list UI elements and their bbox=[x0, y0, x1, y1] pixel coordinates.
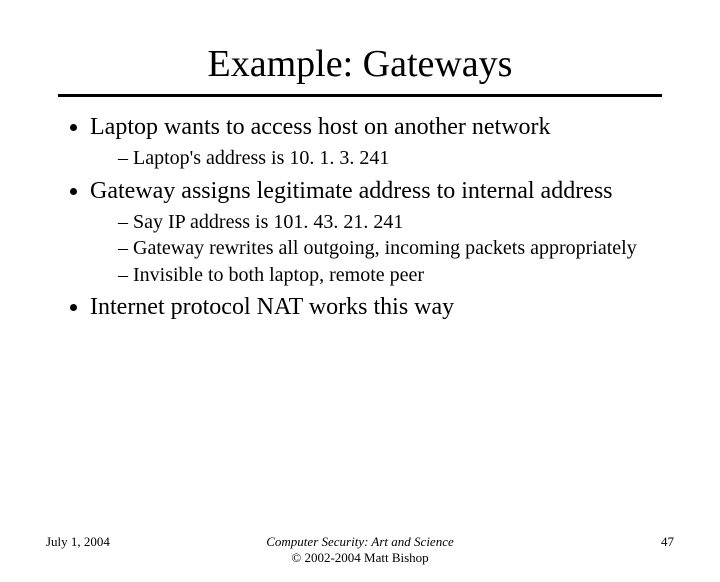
sub-bullet-item: Invisible to both laptop, remote peer bbox=[118, 263, 660, 287]
slide-title: Example: Gateways bbox=[0, 42, 720, 86]
bullet-item: Laptop wants to access host on another n… bbox=[90, 113, 660, 171]
sub-bullet-item: Gateway rewrites all outgoing, incoming … bbox=[118, 236, 660, 260]
sub-bullet-text: Say IP address is 101. 43. 21. 241 bbox=[133, 211, 403, 233]
slide: Example: Gateways Laptop wants to access… bbox=[0, 42, 720, 582]
sub-bullet-text: Gateway rewrites all outgoing, incoming … bbox=[133, 237, 637, 259]
title-rule bbox=[58, 94, 662, 97]
bullet-list: Laptop wants to access host on another n… bbox=[60, 113, 660, 322]
footer-book-title: Computer Security: Art and Science bbox=[266, 534, 454, 550]
footer-page-number: 47 bbox=[534, 534, 674, 550]
bullet-item: Internet protocol NAT works this way bbox=[90, 293, 660, 322]
sub-bullet-list: Say IP address is 101. 43. 21. 241 Gatew… bbox=[90, 210, 660, 287]
sub-bullet-text: Invisible to both laptop, remote peer bbox=[133, 264, 424, 286]
bullet-text: Gateway assigns legitimate address to in… bbox=[90, 178, 613, 204]
footer: July 1, 2004 Computer Security: Art and … bbox=[0, 534, 720, 566]
sub-bullet-item: Say IP address is 101. 43. 21. 241 bbox=[118, 210, 660, 234]
bullet-item: Gateway assigns legitimate address to in… bbox=[90, 177, 660, 287]
sub-bullet-item: Laptop's address is 10. 1. 3. 241 bbox=[118, 146, 660, 170]
bullet-text: Laptop wants to access host on another n… bbox=[90, 114, 551, 140]
sub-bullet-list: Laptop's address is 10. 1. 3. 241 bbox=[90, 146, 660, 170]
sub-bullet-text: Laptop's address is 10. 1. 3. 241 bbox=[133, 147, 389, 169]
footer-copyright: © 2002-2004 Matt Bishop bbox=[266, 550, 454, 566]
footer-center: Computer Security: Art and Science © 200… bbox=[266, 534, 454, 566]
footer-date: July 1, 2004 bbox=[46, 534, 186, 550]
bullet-text: Internet protocol NAT works this way bbox=[90, 294, 454, 320]
